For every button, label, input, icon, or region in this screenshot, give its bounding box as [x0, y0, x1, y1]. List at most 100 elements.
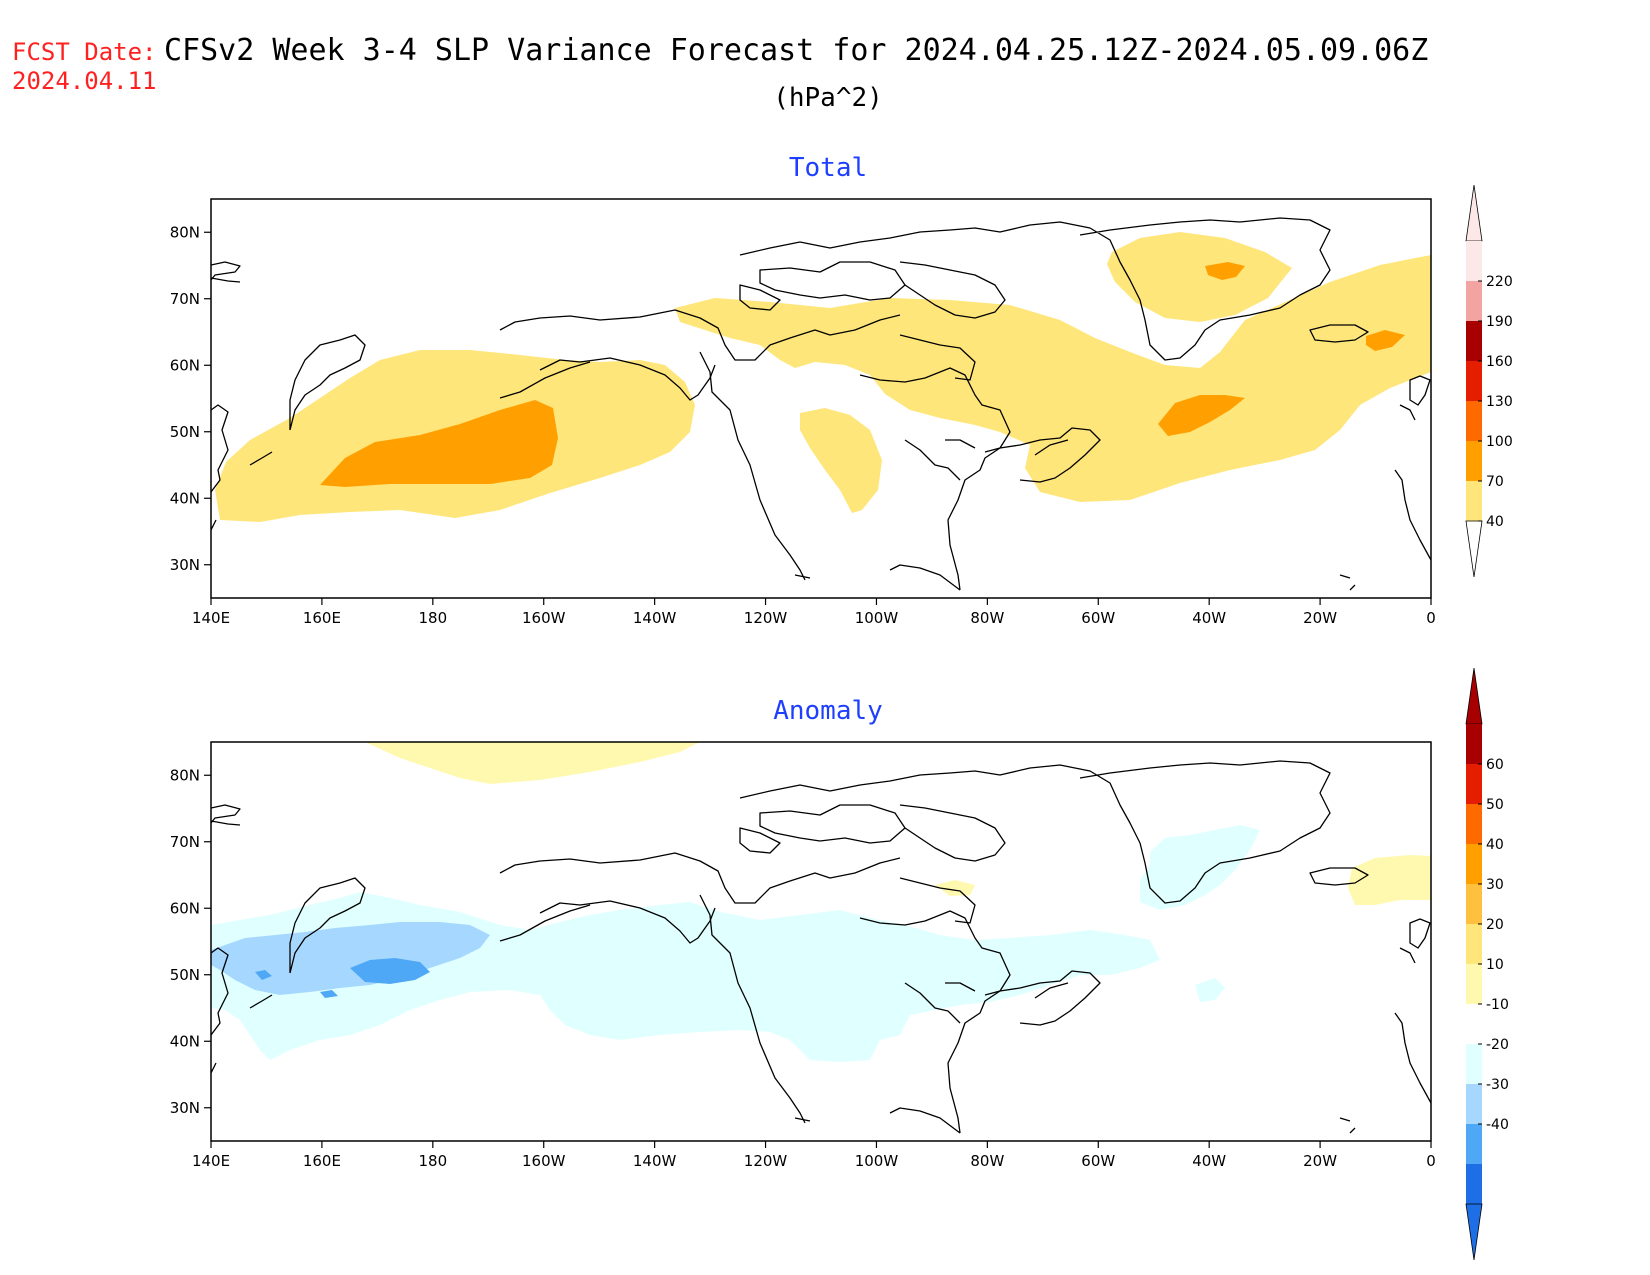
anomaly-colorbar-bottom-arrow [1465, 1203, 1483, 1261]
total-colorbar-bottom-arrow [1465, 520, 1483, 578]
shade-arctic-10-20 [365, 742, 700, 784]
shade-natl-40-70 [675, 255, 1431, 502]
total-lon-label: 160W [522, 609, 566, 627]
total-lat-label: 70N [170, 290, 200, 308]
shade-greenland-40-70 [1107, 232, 1292, 322]
anomaly-colorbar-segment [1466, 1084, 1482, 1124]
anomaly-lon-label: 140W [633, 1152, 677, 1170]
anomaly-lat-label: 80N [170, 766, 200, 784]
total-lon-label: 40W [1192, 609, 1226, 627]
shade-neatl-10-20 [1348, 855, 1431, 905]
anomaly-axes: 140E 160E 180 160W 140W 120W 100W 80W 60W 40W 20W 0… [170, 766, 1436, 1170]
shade-iceland-70-100 [1366, 330, 1405, 351]
anomaly-colorbar-top-arrow [1465, 667, 1483, 725]
anomaly-lon-label: 180 [418, 1152, 447, 1170]
shade-greenland-70-100 [1205, 262, 1245, 280]
fcst-date-value: 2024.04.11 [12, 67, 157, 95]
anomaly-colorbar-label: -10 [1486, 997, 1509, 1013]
total-lon-label: 140W [633, 609, 677, 627]
total-lon-label: 140E [192, 609, 230, 627]
anomaly-lat-label: 50N [170, 966, 200, 984]
total-colorbar-label: 220 [1486, 274, 1513, 290]
total-axes: 140E 160E 180 160W 140W 120W 100W 80W 60W 40W 20W 0… [170, 223, 1436, 627]
total-lat-label: 40N [170, 489, 200, 507]
shade-natl-70-100 [1158, 395, 1245, 436]
anomaly-colorbar-label: 10 [1486, 957, 1504, 973]
shade-pac-n30-40 [350, 958, 430, 984]
total-lon-label: 80W [970, 609, 1004, 627]
total-lon-label: 60W [1081, 609, 1115, 627]
anomaly-lon-label: 100W [855, 1152, 899, 1170]
main-title: CFSv2 Week 3-4 SLP Variance Forecast for… [164, 33, 1428, 68]
anomaly-colorbar-segment [1466, 1124, 1482, 1164]
total-colorbar-segment [1466, 401, 1482, 441]
total-colorbar-label: 100 [1486, 434, 1513, 450]
anomaly-colorbar-segment [1466, 724, 1482, 764]
shade-centralus-40-70 [800, 408, 882, 513]
anomaly-coastlines [211, 760, 1431, 1134]
anomaly-lon-label: 0 [1426, 1152, 1436, 1170]
anomaly-colorbar-segment [1466, 804, 1482, 844]
anomaly-lat-label: 30N [170, 1099, 200, 1117]
total-colorbar-label: 70 [1486, 474, 1504, 490]
units-label: (hPa^2) [773, 83, 883, 113]
total-colorbar-segment [1466, 241, 1482, 281]
anomaly-colorbar: 60 50 40 30 20 10 -10 -20 -30 -40 [1465, 667, 1509, 1261]
anomaly-lon-label: 160E [303, 1152, 341, 1170]
shade-greenland-n10-20 [1140, 825, 1260, 910]
total-map [210, 198, 1432, 599]
anomaly-colorbar-segment [1466, 884, 1482, 924]
total-colorbar-label: 160 [1486, 354, 1513, 370]
anomaly-colorbar-label: 40 [1486, 837, 1504, 853]
total-shading [215, 232, 1431, 522]
total-colorbar-label: 190 [1486, 314, 1513, 330]
shade-pac-n30-40-c [320, 990, 338, 998]
anomaly-colorbar-segment [1466, 764, 1482, 804]
total-lon-label: 0 [1426, 609, 1436, 627]
anomaly-lon-label: 160W [522, 1152, 566, 1170]
anomaly-lat-label: 60N [170, 899, 200, 917]
anomaly-colorbar-segment [1466, 964, 1482, 1004]
panel-title-anomaly: Anomaly [773, 696, 883, 726]
total-lon-label: 100W [855, 609, 899, 627]
anomaly-colorbar-label: -20 [1486, 1037, 1509, 1053]
total-colorbar-label: 40 [1486, 514, 1504, 530]
anomaly-lon-label: 80W [970, 1152, 1004, 1170]
shade-pac-n30-40-b [255, 970, 272, 980]
anomaly-colorbar-segment [1466, 1004, 1482, 1044]
total-lat-label: 50N [170, 423, 200, 441]
anomaly-shading [211, 742, 1431, 1062]
total-colorbar-segment [1466, 321, 1482, 361]
anomaly-lon-label: 120W [744, 1152, 788, 1170]
total-colorbar-segment [1466, 441, 1482, 481]
anomaly-colorbar-label: -30 [1486, 1077, 1509, 1093]
total-lon-label: 120W [744, 609, 788, 627]
anomaly-lon-label: 20W [1303, 1152, 1337, 1170]
total-lon-label: 160E [303, 609, 341, 627]
anomaly-lon-label: 40W [1192, 1152, 1226, 1170]
shade-atl-n10-20 [1195, 978, 1225, 1002]
anomaly-colorbar-segment [1466, 1044, 1482, 1084]
anomaly-colorbar-label: 30 [1486, 877, 1504, 893]
total-lat-label: 80N [170, 223, 200, 241]
anomaly-colorbar-segment [1466, 1164, 1482, 1204]
anomaly-lat-label: 70N [170, 833, 200, 851]
total-colorbar-top-arrow [1465, 184, 1483, 242]
shade-pac-n20-30 [211, 922, 490, 995]
total-lat-label: 30N [170, 556, 200, 574]
shade-hudson-10-20 [935, 880, 975, 896]
anomaly-map [210, 741, 1432, 1142]
anomaly-frame [210, 741, 1432, 1142]
total-colorbar-label: 130 [1486, 394, 1513, 410]
total-colorbar-segment [1466, 281, 1482, 321]
total-lat-label: 60N [170, 356, 200, 374]
panel-title-total: Total [789, 153, 867, 183]
total-colorbar-segment [1466, 361, 1482, 401]
total-colorbar: 220 190 160 130 100 70 40 [1465, 184, 1513, 578]
fcst-date-label: FCST Date: [12, 38, 157, 66]
shade-npac-70-100 [320, 400, 558, 487]
total-lon-label: 180 [418, 609, 447, 627]
anomaly-colorbar-segment [1466, 924, 1482, 964]
total-coastlines [211, 217, 1431, 591]
